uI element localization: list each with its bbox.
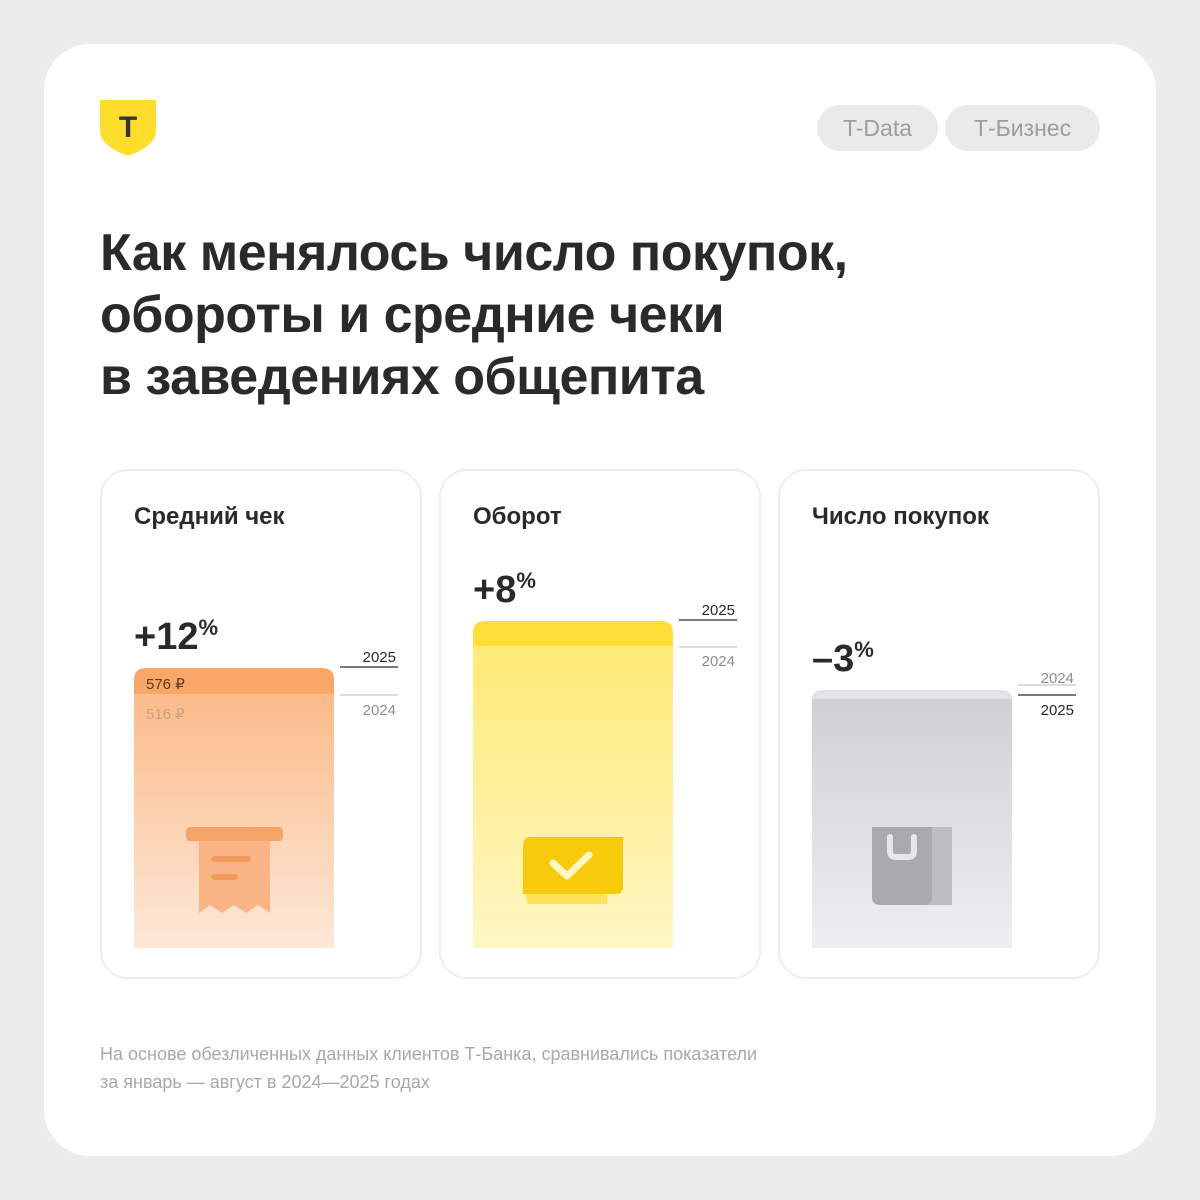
shopping-bag-icon: [872, 827, 952, 905]
bar-2024-average-check: [134, 694, 334, 948]
tag-t-data: T-Data: [817, 105, 938, 151]
logo-letter: Т: [119, 111, 137, 144]
year-label-2025: 2025: [363, 649, 396, 666]
bar-2025-average-check: [134, 668, 334, 694]
title-line-2: обороты и средние чеки: [100, 286, 725, 344]
panel-turnover: Оборот +8% 2025 2024: [439, 469, 761, 979]
bar-2025-purchases: [812, 699, 1012, 948]
change-number: 12: [156, 616, 198, 658]
title-line-1: Как менялось число покупок,: [100, 224, 848, 282]
year-label-2024: 2024: [363, 702, 396, 719]
value-label-2025: 576 ₽: [146, 676, 185, 693]
bar-2025-turnover: [473, 621, 673, 646]
change-number: 8: [495, 569, 516, 611]
footnote-line-1: На основе обезличенных данных клиентов Т…: [100, 1044, 758, 1064]
change-label-average-check: +12%: [134, 615, 218, 658]
year-label-2025: 2025: [1041, 702, 1074, 719]
receipt-icon: [186, 827, 283, 913]
change-unit: %: [516, 568, 536, 593]
title-line-3: в заведениях общепита: [100, 348, 704, 406]
footnote-line-2: за январь — август в 2024—2025 годах: [100, 1072, 430, 1092]
chart-average-check: +12% 576 ₽ 516 ₽ 2025 2024: [134, 615, 398, 948]
panel-purchases: Число покупок –3% 2024 2025: [778, 469, 1100, 979]
change-sign: +: [134, 616, 156, 658]
bar-2024-purchases: [812, 690, 1012, 701]
change-unit: %: [198, 615, 218, 640]
change-label-turnover: +8%: [473, 568, 536, 611]
change-sign: –: [812, 638, 833, 680]
change-sign: +: [473, 569, 495, 611]
panel-title-purchases: Число покупок: [812, 503, 989, 530]
year-label-2025: 2025: [702, 602, 735, 619]
panel-title-turnover: Оборот: [473, 503, 562, 530]
page-title: Как менялось число покупок, обороты и ср…: [100, 222, 1060, 408]
panel-title-average-check: Средний чек: [134, 503, 285, 530]
wallet-check-icon: [523, 837, 623, 904]
change-number: 3: [833, 638, 854, 680]
year-label-2024: 2024: [1041, 670, 1074, 687]
t-bank-logo-icon: Т: [100, 100, 156, 156]
footnote: На основе обезличенных данных клиентов Т…: [100, 1040, 860, 1096]
tag-t-business: Т-Бизнес: [945, 105, 1100, 151]
chart-turnover: +8% 2025 2024: [473, 568, 737, 948]
change-label-purchases: –3%: [812, 637, 874, 680]
change-unit: %: [854, 637, 874, 662]
chart-purchases: –3% 2024 2025: [812, 637, 1076, 948]
year-label-2024: 2024: [702, 653, 735, 670]
value-label-2024: 516 ₽: [146, 706, 185, 723]
panel-average-check: Средний чек +12% 576 ₽ 516 ₽ 2025 2024: [100, 469, 422, 979]
